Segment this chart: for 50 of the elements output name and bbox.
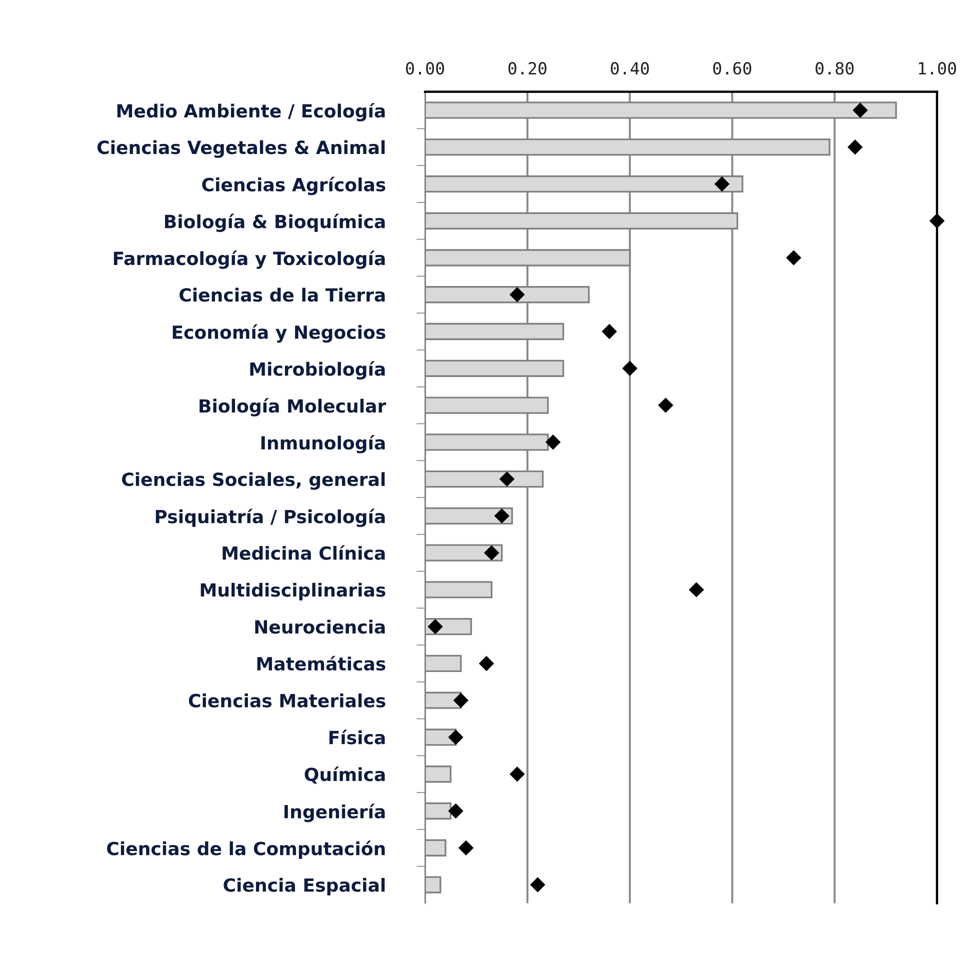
y-tick-label: Neurociencia	[255, 620, 385, 634]
y-tick-label: Multidisciplinarias	[200, 582, 386, 600]
y-tick-label: Ciencias Sociales, general	[122, 472, 385, 490]
y-tick-label: Ciencias Agrícolas	[202, 176, 386, 196]
point	[484, 545, 500, 560]
point	[448, 803, 464, 819]
y-tick-label: Ciencias de la Tierra	[180, 288, 385, 302]
y-tick-label: Ciencias Vegetales & Animal	[97, 140, 385, 158]
y-tick-label: Biología & Bioquímica	[165, 214, 385, 232]
y-tick-label: Inmunología	[261, 434, 385, 454]
y-tick-label: Medio Ambiente / Ecología	[117, 102, 385, 122]
x-tick-label: 0.60	[713, 62, 752, 75]
y-tick-label: Economía y Negocios	[172, 324, 386, 343]
point	[458, 840, 474, 856]
y-tick-label: Química	[304, 766, 385, 784]
point	[545, 434, 561, 450]
point	[786, 250, 802, 266]
x-tick-label: 0.20	[508, 62, 546, 75]
point	[453, 692, 468, 708]
point	[448, 730, 464, 745]
y-tick-label: Matemáticas	[257, 656, 386, 671]
y-tick-label: Física	[329, 730, 385, 744]
point	[428, 618, 443, 634]
point	[510, 287, 525, 302]
point	[499, 471, 515, 487]
point	[658, 398, 674, 413]
y-tick-label: Ciencias de la Computación	[107, 840, 385, 859]
y-tick-label: Farmacología y Toxicología	[114, 250, 385, 269]
point	[530, 877, 546, 892]
x-tick-label: 0.40	[610, 62, 649, 75]
point	[494, 508, 510, 524]
point	[852, 102, 868, 118]
point	[510, 766, 525, 782]
y-tick-label: Microbiología	[250, 361, 385, 380]
y-tick-label: Ingeniería	[284, 804, 385, 822]
point	[929, 213, 945, 228]
point	[688, 582, 704, 598]
x-tick-label: 1.00	[918, 62, 956, 75]
x-tick-label: 0.80	[816, 62, 854, 75]
y-tick-label: Biología Molecular	[200, 398, 386, 416]
point	[478, 656, 494, 672]
y-tick-label: Ciencia Espacial	[224, 878, 385, 896]
point	[847, 139, 863, 155]
point	[602, 324, 617, 340]
y-tick-label: Medicina Clínica	[222, 545, 385, 560]
y-tick-label: Psiquiatría / Psicología	[156, 508, 385, 528]
point	[714, 176, 730, 192]
point	[622, 360, 638, 376]
y-tick-label: Ciencias Materiales	[188, 693, 386, 708]
x-tick-label: 0.00	[406, 62, 444, 75]
